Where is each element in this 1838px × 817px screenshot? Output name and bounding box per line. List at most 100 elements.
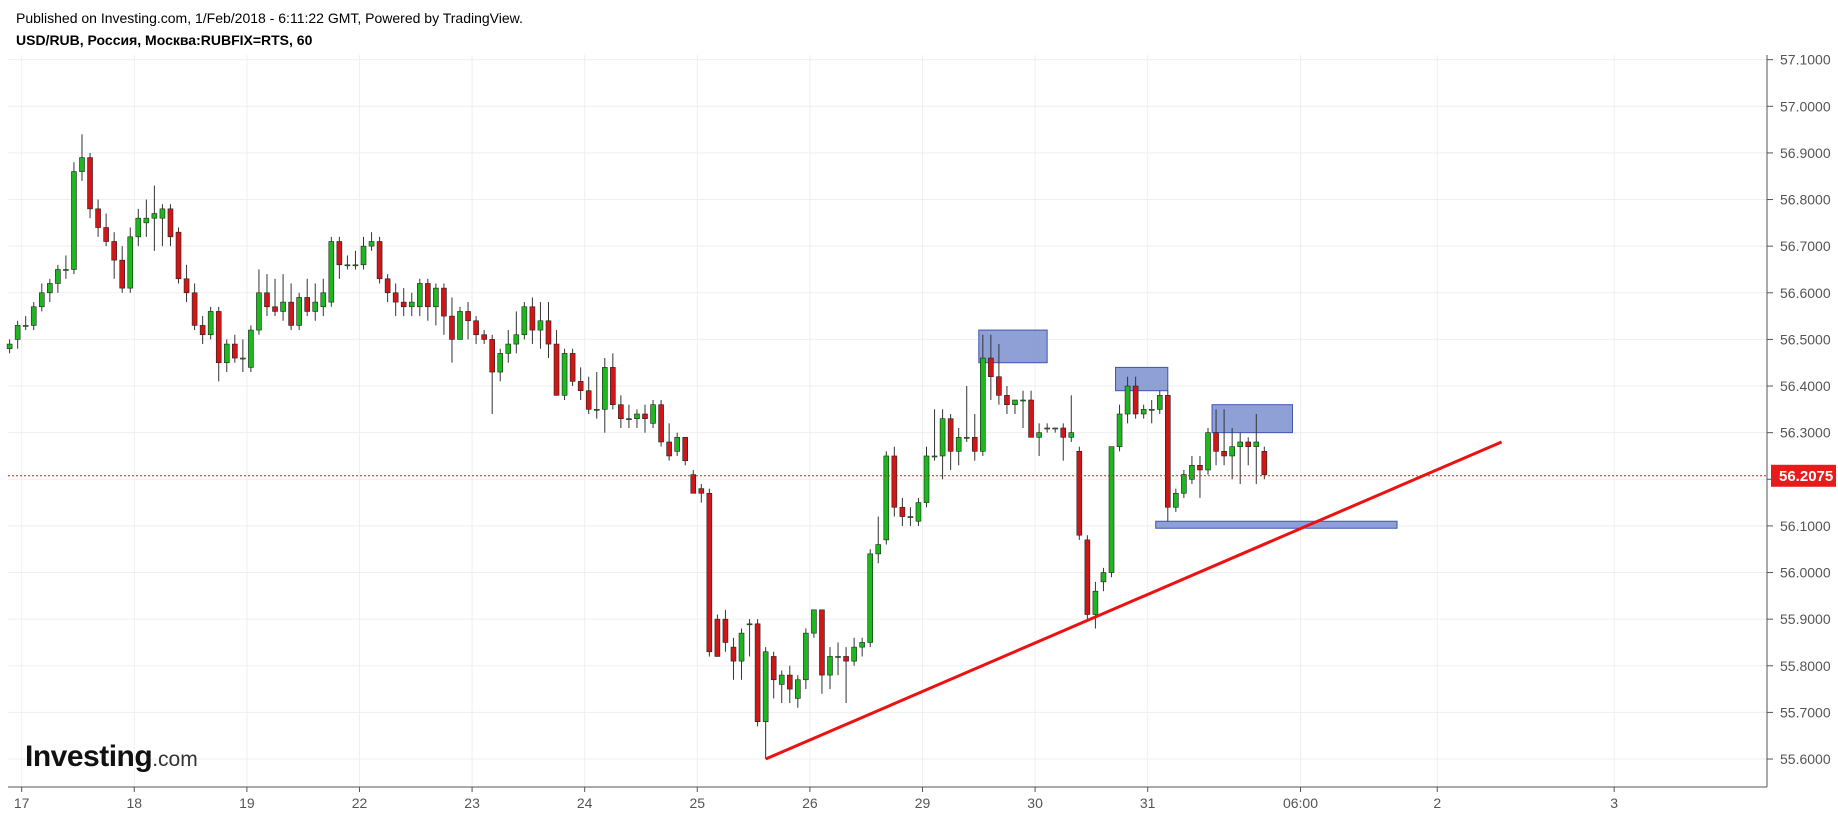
candle-down xyxy=(553,330,560,396)
candle-down xyxy=(272,278,278,317)
candle-up xyxy=(6,339,13,354)
candle-body xyxy=(30,306,37,326)
candle-up xyxy=(931,409,938,461)
candle-body xyxy=(835,656,841,658)
candle-body xyxy=(1116,413,1123,447)
candle-down xyxy=(264,274,270,317)
candle-up xyxy=(127,227,134,293)
candle-up xyxy=(312,283,319,321)
trendline xyxy=(765,440,1503,761)
candle-body xyxy=(1173,492,1179,508)
logo-suffix: .com xyxy=(152,748,198,771)
candle-body xyxy=(103,227,109,242)
candle-body xyxy=(1036,432,1042,438)
candle-down xyxy=(1084,535,1091,620)
candle-body xyxy=(288,301,294,326)
candle-up xyxy=(1068,395,1075,442)
x-tick-label: 25 xyxy=(689,795,705,811)
candle-down xyxy=(199,316,206,345)
candle-down xyxy=(1213,409,1219,466)
candle-body xyxy=(899,506,906,517)
candle-up xyxy=(1100,567,1107,592)
candle-body xyxy=(1124,385,1131,415)
candle-up xyxy=(939,409,946,480)
candle-down xyxy=(545,302,552,359)
candle-body xyxy=(87,157,93,210)
candle-body xyxy=(465,311,471,322)
candle-body xyxy=(1060,427,1067,438)
candle-body xyxy=(111,241,117,261)
candle-down xyxy=(384,274,391,303)
y-tick-label: 56.0000 xyxy=(1780,565,1831,581)
y-axis: 57.1000 57.0000 56.9000 56.8000 56.7000 56.60… xyxy=(1767,52,1831,767)
y-tick-label: 56.4000 xyxy=(1780,378,1831,394)
candle-body xyxy=(658,404,664,443)
candle-up xyxy=(14,320,21,349)
candle-body xyxy=(883,455,890,541)
candle-body xyxy=(1148,409,1155,411)
current-price-tag-bg xyxy=(1771,464,1836,487)
candle-up xyxy=(963,386,970,442)
candle-body xyxy=(55,269,61,284)
candle-body xyxy=(875,544,882,555)
candle-up xyxy=(762,647,769,760)
candle-up xyxy=(1189,455,1195,484)
candle-body xyxy=(770,656,777,681)
resistance-zones xyxy=(978,329,1398,529)
candle-body xyxy=(175,231,182,280)
candle-down xyxy=(666,423,672,461)
candle-up xyxy=(883,451,890,545)
candle-body xyxy=(400,301,407,308)
candle-up xyxy=(47,278,53,303)
x-tick-label: 26 xyxy=(802,795,818,811)
candle-body xyxy=(1156,395,1163,410)
candle-up xyxy=(537,302,544,349)
candle-body xyxy=(505,343,512,354)
candle-down xyxy=(288,283,294,331)
candle-up xyxy=(207,306,214,340)
resistance-zone xyxy=(1155,520,1398,529)
candles xyxy=(6,134,1268,760)
candle-body xyxy=(481,334,487,340)
candle-body xyxy=(127,236,134,289)
candle-up xyxy=(1108,446,1115,578)
candle-body xyxy=(449,315,455,340)
candle-up xyxy=(859,637,865,657)
candle-body xyxy=(553,343,560,396)
candle-up xyxy=(408,292,415,317)
candle-up xyxy=(505,330,512,363)
candle-body xyxy=(22,325,29,327)
candle-up xyxy=(1205,427,1211,475)
candle-body xyxy=(722,618,729,643)
candle-down xyxy=(119,246,126,293)
logo-main: Investing xyxy=(25,740,153,773)
x-tick-label: 19 xyxy=(239,795,255,811)
candle-body xyxy=(891,455,898,508)
candle-up xyxy=(151,185,158,251)
candle-up xyxy=(433,283,439,326)
candle-body xyxy=(1221,451,1227,457)
candle-body xyxy=(1052,427,1058,430)
candle-down xyxy=(682,437,689,466)
candle-down xyxy=(95,199,101,237)
candle-body xyxy=(392,292,399,303)
candle-down xyxy=(754,619,761,727)
candle-up xyxy=(1052,427,1058,433)
candle-body xyxy=(626,418,632,420)
candle-body xyxy=(947,418,954,452)
candle-up xyxy=(1124,376,1131,424)
candle-body xyxy=(408,301,415,308)
candle-up xyxy=(320,278,327,317)
candle-up xyxy=(1148,400,1155,424)
candle-body xyxy=(304,297,310,312)
candle-body xyxy=(328,241,335,303)
y-tick-label: 55.6000 xyxy=(1780,751,1831,767)
candle-up xyxy=(738,628,745,680)
candle-down xyxy=(481,330,487,345)
candle-up xyxy=(240,339,246,373)
x-tick-label: 18 xyxy=(126,795,142,811)
candle-up xyxy=(875,516,882,564)
candle-up xyxy=(851,637,857,666)
candle-body xyxy=(545,320,552,345)
